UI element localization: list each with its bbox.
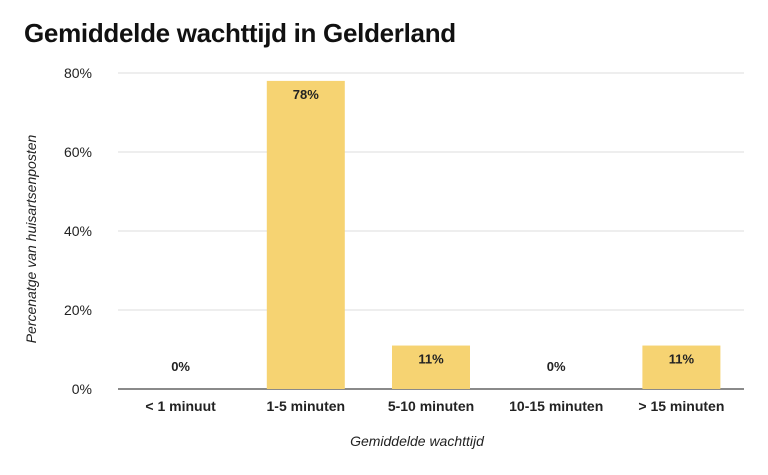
x-tick-label: 10-15 minuten [509, 398, 603, 414]
chart-title: Gemiddelde wachttijd in Gelderland [24, 18, 456, 48]
x-tick-labels: < 1 minuut 1-5 minuten 5-10 minuten 10-15 m… [145, 398, 724, 414]
x-tick-label: 1-5 minuten [267, 398, 346, 414]
gridlines [118, 72, 744, 390]
x-tick-label: 5-10 minuten [388, 398, 474, 414]
bar [392, 345, 470, 389]
y-tick-labels: 0% 20% 40% 60% 80% [64, 65, 92, 397]
y-tick-label: 20% [64, 302, 92, 318]
data-label: 11% [418, 352, 444, 367]
y-tick-label: 60% [64, 144, 92, 160]
y-tick-label: 40% [64, 223, 92, 239]
data-label: 78% [293, 87, 319, 102]
data-labels: 0% 78% 11% 0% 11% [171, 87, 694, 374]
y-tick-label: 0% [72, 381, 92, 397]
x-tick-label: < 1 minuut [145, 398, 216, 414]
data-label: 0% [171, 359, 190, 374]
bars [266, 80, 721, 390]
y-axis-title: Percenatge van huisartsenposten [23, 134, 39, 343]
x-axis-title: Gemiddelde wachttijd [350, 433, 485, 449]
data-label: 11% [669, 352, 695, 367]
data-label: 0% [547, 359, 566, 374]
x-tick-label: > 15 minuten [638, 398, 724, 414]
bar [266, 80, 345, 390]
bar [642, 345, 721, 389]
y-tick-label: 80% [64, 65, 92, 81]
